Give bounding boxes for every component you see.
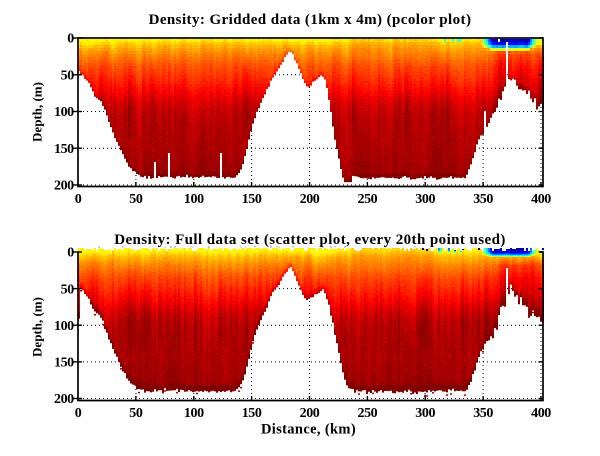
svg-text:Density: Full data set (scatte: Density: Full data set (scatter plot, ev…	[114, 232, 506, 248]
svg-text:150: 150	[242, 406, 262, 421]
svg-text:100: 100	[184, 192, 204, 207]
svg-text:50: 50	[61, 69, 75, 84]
svg-text:Density: Gridded data (1km x 4: Density: Gridded data (1km x 4m) (pcolor…	[149, 12, 472, 28]
svg-text:200: 200	[300, 406, 320, 421]
svg-text:250: 250	[357, 192, 377, 207]
svg-text:300: 300	[415, 406, 435, 421]
svg-text:200: 200	[54, 392, 74, 407]
svg-text:0: 0	[75, 406, 82, 421]
svg-text:200: 200	[300, 192, 320, 207]
svg-text:100: 100	[184, 406, 204, 421]
svg-text:0: 0	[75, 192, 82, 207]
svg-text:200: 200	[54, 179, 74, 194]
svg-text:350: 350	[473, 406, 493, 421]
svg-text:0: 0	[67, 246, 74, 261]
svg-text:150: 150	[54, 142, 74, 157]
svg-text:Depth, (m): Depth, (m)	[30, 82, 45, 142]
svg-text:Distance, (km): Distance, (km)	[261, 422, 356, 438]
svg-text:50: 50	[61, 282, 75, 297]
svg-text:100: 100	[54, 105, 74, 120]
svg-text:250: 250	[357, 406, 377, 421]
svg-text:150: 150	[54, 356, 74, 371]
svg-text:50: 50	[129, 406, 143, 421]
svg-text:100: 100	[54, 319, 74, 334]
svg-text:400: 400	[531, 406, 551, 421]
svg-text:300: 300	[415, 192, 435, 207]
svg-text:50: 50	[129, 192, 143, 207]
svg-text:0: 0	[67, 32, 74, 47]
svg-text:400: 400	[531, 192, 551, 207]
svg-text:150: 150	[242, 192, 262, 207]
svg-text:Depth, (m): Depth, (m)	[30, 297, 45, 357]
svg-text:350: 350	[473, 192, 493, 207]
